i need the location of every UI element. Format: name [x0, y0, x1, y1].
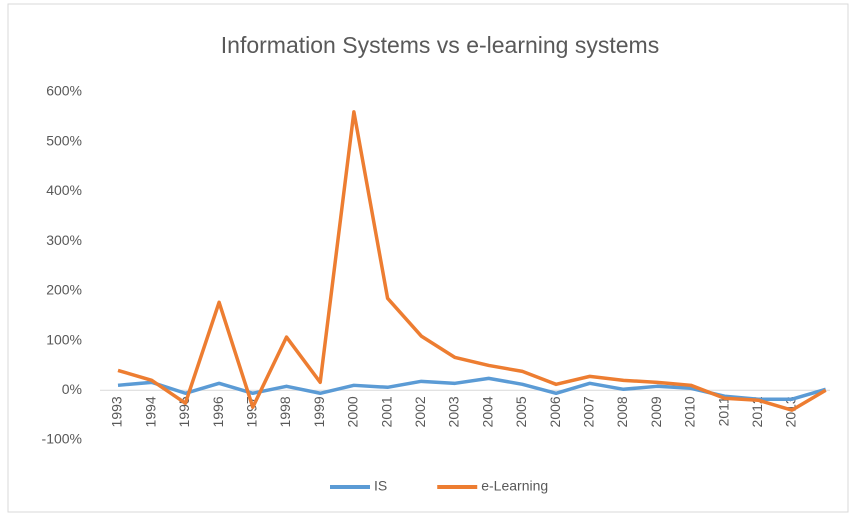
y-tick-label: 300%: [46, 232, 82, 248]
chart-frame: [7, 3, 849, 513]
x-tick-label: 2013: [783, 396, 799, 427]
y-tick-label: 100%: [46, 331, 82, 347]
x-tick-label: 2004: [479, 396, 495, 427]
x-tick-label: 2006: [547, 396, 563, 427]
y-tick-label: 400%: [46, 182, 82, 198]
legend-label: e-Learning: [481, 478, 548, 494]
x-tick-label: 2012: [749, 396, 765, 427]
x-tick-label: 2003: [446, 396, 462, 427]
y-tick-label: 200%: [46, 282, 82, 298]
legend-label: IS: [374, 478, 387, 494]
y-tick-label: 600%: [46, 83, 82, 99]
y-tick-label: -100%: [42, 431, 82, 447]
x-tick-label: 1995: [176, 396, 192, 427]
x-tick-label: 1998: [277, 396, 293, 427]
y-tick-label: 500%: [46, 132, 82, 148]
chart-title: Information Systems vs e-learning system…: [221, 32, 659, 58]
x-tick-label: 2007: [581, 396, 597, 427]
x-tick-label: 2010: [682, 396, 698, 427]
x-tick-label: 1993: [109, 396, 125, 427]
x-tick-label: 2009: [648, 396, 664, 427]
x-tick-label: 2000: [345, 396, 361, 427]
x-tick-label: 2008: [614, 396, 630, 427]
x-tick-label: 2001: [378, 396, 394, 427]
y-tick-label: 0%: [62, 381, 82, 397]
x-tick-label: 1999: [311, 396, 327, 427]
x-tick-label: 2002: [412, 396, 428, 427]
x-tick-label: 2011: [715, 396, 731, 426]
x-tick-label: 2005: [513, 396, 529, 427]
x-tick-label: 1996: [210, 396, 226, 427]
series-line: [117, 110, 827, 412]
x-tick-label: 1994: [142, 396, 158, 427]
